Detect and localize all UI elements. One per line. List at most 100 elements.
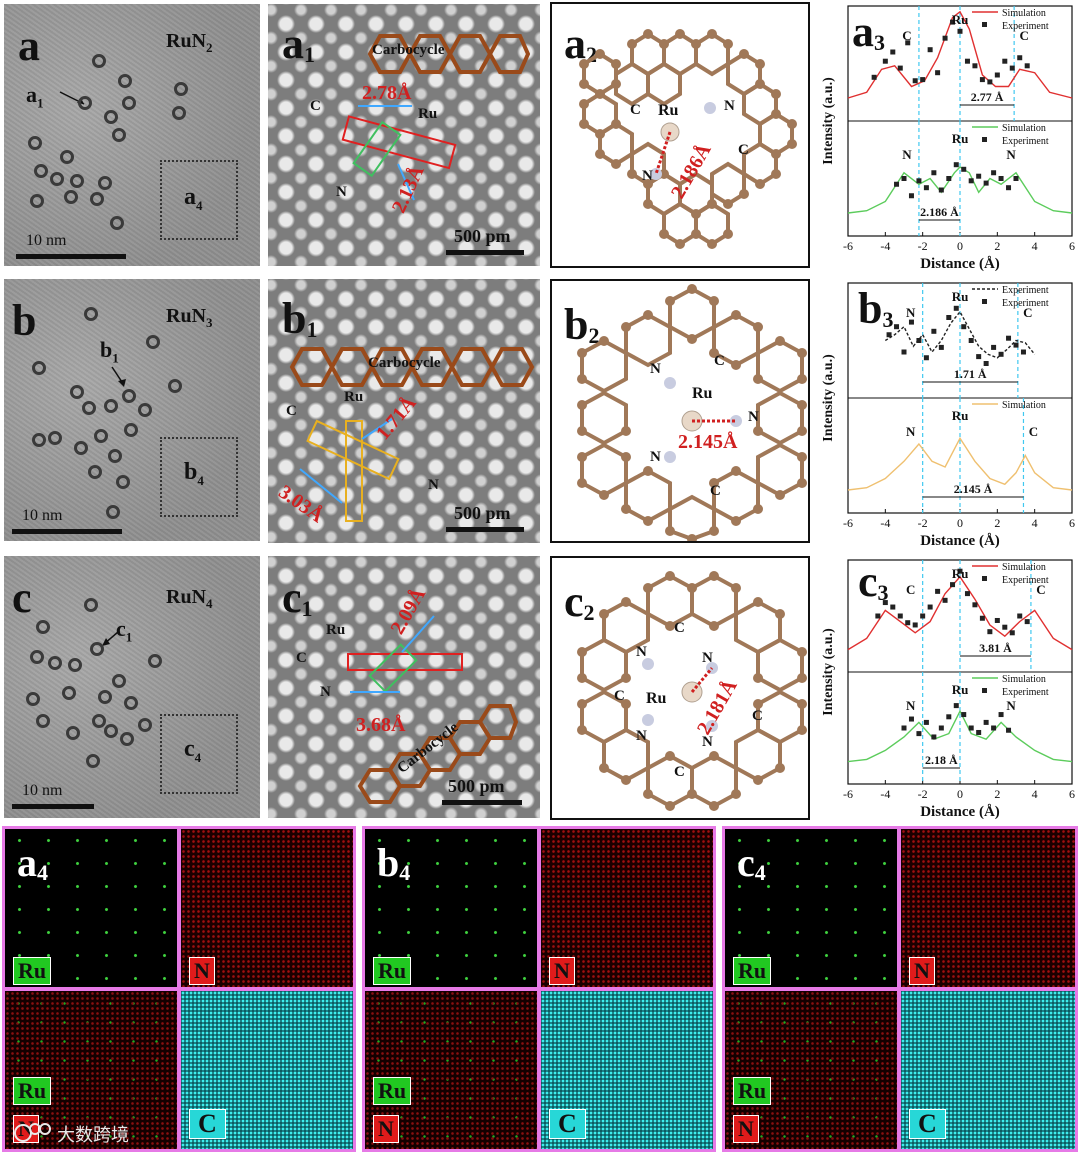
single-atom-marker xyxy=(36,714,50,728)
atom-label-ru: Ru xyxy=(418,106,438,122)
atom-label-c: C xyxy=(714,353,725,369)
single-atom-marker xyxy=(70,174,84,188)
experiment-point xyxy=(1020,349,1026,355)
distance-label-2: 3.68Å xyxy=(356,714,406,736)
experiment-point xyxy=(1006,185,1012,191)
experiment-point xyxy=(983,180,989,186)
atom-label-ru: Ru xyxy=(658,102,679,119)
panel-label-a4: a4 xyxy=(17,840,48,885)
single-atom-marker xyxy=(62,686,76,700)
experiment-point xyxy=(897,65,903,71)
measurement-overlay xyxy=(341,105,457,201)
single-atom-marker xyxy=(112,128,126,142)
experiment-point xyxy=(946,176,952,181)
experiment-point xyxy=(961,324,967,330)
experiment-point xyxy=(957,28,963,34)
single-atom-marker xyxy=(106,505,120,519)
experiment-point xyxy=(916,178,922,184)
panel-label-b1: b1 xyxy=(282,294,318,343)
structure-panel-b2: b2 Ru N N xyxy=(550,279,810,543)
series-line xyxy=(847,436,1073,491)
pointer-label-b1: b1 xyxy=(100,337,119,366)
experiment-point xyxy=(950,19,956,25)
legend-swatch xyxy=(982,299,987,304)
experiment-point xyxy=(938,187,944,193)
eds-group-a4: a4 Ru N Ru N C 大数跨境 xyxy=(2,826,356,1152)
experiment-point xyxy=(998,351,1004,357)
peak-label: C xyxy=(906,582,915,597)
series-line xyxy=(847,709,1073,763)
single-atom-marker xyxy=(64,190,78,204)
atom-label-n: N xyxy=(642,168,653,184)
element-tag-n: N xyxy=(733,1115,759,1143)
peak-label: C xyxy=(1029,424,1038,439)
experiment-point xyxy=(923,355,929,361)
experiment-point xyxy=(964,58,970,64)
region-box-a4 xyxy=(160,160,238,240)
x-tick-label: 6 xyxy=(1069,516,1075,530)
peak-label: N xyxy=(906,424,916,439)
experiment-point xyxy=(987,629,993,635)
single-atom-marker xyxy=(78,96,92,110)
scale-label: 10 nm xyxy=(26,232,67,249)
experiment-point xyxy=(890,604,896,610)
x-tick-label: 6 xyxy=(1069,787,1075,801)
experiment-point xyxy=(912,78,918,84)
peak-label: Ru xyxy=(952,131,969,146)
legend-label: Simulation xyxy=(1002,123,1046,134)
experiment-point xyxy=(923,719,929,725)
experiment-point xyxy=(942,597,948,603)
panel-label-b: b xyxy=(12,296,37,345)
intensity-plot-a3: -6 -4 -2 0 2 4 6 Distance (Å) Intensity (a.u.) Si… xyxy=(818,2,1078,278)
carbocycle-rings xyxy=(367,34,530,74)
experiment-point xyxy=(927,47,933,53)
experiment-point xyxy=(968,178,974,184)
single-atom-marker xyxy=(174,82,188,96)
formula-ru-n3: RuN3 xyxy=(166,305,213,330)
experiment-point xyxy=(953,703,959,709)
measurement-overlay xyxy=(299,418,400,522)
atom-label-n: N xyxy=(428,477,439,493)
scale-bar xyxy=(446,250,524,255)
x-axis-label: Distance (Å) xyxy=(920,804,1000,820)
structure-panel-c2: c2 xyxy=(550,556,810,820)
carbocycle-rings xyxy=(289,347,535,387)
experiment-point xyxy=(916,731,922,737)
x-tick-label: 0 xyxy=(957,239,963,253)
distance-annotation: 1.71 Å xyxy=(954,367,987,381)
eds-map-n xyxy=(181,829,353,987)
experiment-point xyxy=(923,185,929,191)
peak-label: N xyxy=(906,305,916,320)
peak-label: C xyxy=(1023,305,1032,320)
scale-bar xyxy=(12,529,122,534)
single-atom-marker xyxy=(104,399,118,413)
single-atom-marker xyxy=(138,718,152,732)
legend-label: Experiment xyxy=(1002,285,1049,296)
single-atom-marker xyxy=(148,654,162,668)
scale-bar xyxy=(12,804,94,809)
single-atom-marker xyxy=(98,690,112,704)
single-atom-marker xyxy=(138,403,152,417)
pointer-arrow-c1 xyxy=(102,631,119,646)
region-box-c4 xyxy=(160,714,238,794)
panel-label-b4: b4 xyxy=(377,840,411,885)
x-tick-label: 0 xyxy=(957,787,963,801)
experiment-point xyxy=(1006,727,1012,733)
panel-label-c3: c3 xyxy=(858,557,889,606)
panel-label-c1: c1 xyxy=(282,573,313,622)
single-atom-marker xyxy=(90,642,104,656)
experiment-point xyxy=(901,725,907,731)
legend-swatch xyxy=(982,22,987,27)
single-atom-marker xyxy=(112,674,126,688)
single-atom-marker xyxy=(66,726,80,740)
region-label-a4: a4 xyxy=(184,184,203,213)
x-axis-label: Distance (Å) xyxy=(920,533,1000,549)
experiment-point xyxy=(920,77,926,83)
atom-label-n: N xyxy=(636,728,647,744)
experiment-point xyxy=(998,176,1004,181)
atom-label-c: C xyxy=(674,620,685,636)
x-tick-label: 2 xyxy=(994,516,1000,530)
single-atom-marker xyxy=(32,361,46,375)
experiment-point xyxy=(991,170,997,176)
series-line xyxy=(847,10,1073,99)
